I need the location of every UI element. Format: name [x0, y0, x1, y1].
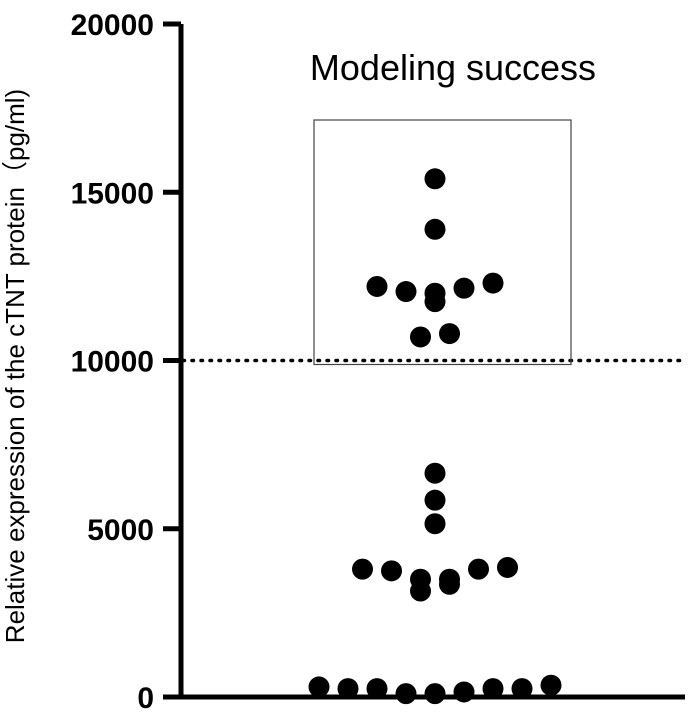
- data-point: [482, 272, 504, 294]
- data-point: [410, 326, 431, 348]
- data-point: [395, 683, 417, 705]
- y-tick-label: 5000: [87, 514, 154, 547]
- data-point: [366, 275, 388, 297]
- data-point: [468, 558, 489, 580]
- data-point: [366, 678, 388, 700]
- data-point: [424, 291, 446, 313]
- modeling-success-box: [313, 119, 572, 366]
- y-axis-label: Relative expression of the cTNT protein（…: [0, 89, 30, 643]
- data-point: [453, 681, 475, 703]
- data-point: [424, 218, 446, 240]
- data-point: [439, 323, 460, 345]
- data-point: [497, 556, 518, 578]
- y-tick-label: 0: [137, 682, 154, 715]
- data-point: [453, 277, 475, 299]
- data-point: [395, 281, 417, 303]
- data-point: [511, 678, 533, 700]
- data-point: [352, 558, 373, 580]
- data-point: [424, 168, 446, 190]
- data-point: [482, 678, 504, 700]
- data-point: [424, 489, 446, 511]
- data-point: [540, 674, 562, 696]
- modeling-success-annotation: Modeling success: [310, 47, 596, 88]
- data-point: [424, 683, 446, 705]
- y-tick-label: 20000: [71, 9, 154, 42]
- data-point: [439, 573, 460, 595]
- data-point: [337, 678, 359, 700]
- data-points: [308, 168, 562, 705]
- data-point: [308, 676, 330, 698]
- y-ticks: 0 5000 10000 15000 20000: [71, 9, 181, 715]
- data-point: [424, 462, 446, 484]
- data-point: [424, 513, 446, 535]
- y-tick-label: 15000: [71, 177, 154, 210]
- data-point: [381, 560, 402, 582]
- y-tick-label: 10000: [71, 346, 154, 379]
- data-point: [410, 580, 431, 602]
